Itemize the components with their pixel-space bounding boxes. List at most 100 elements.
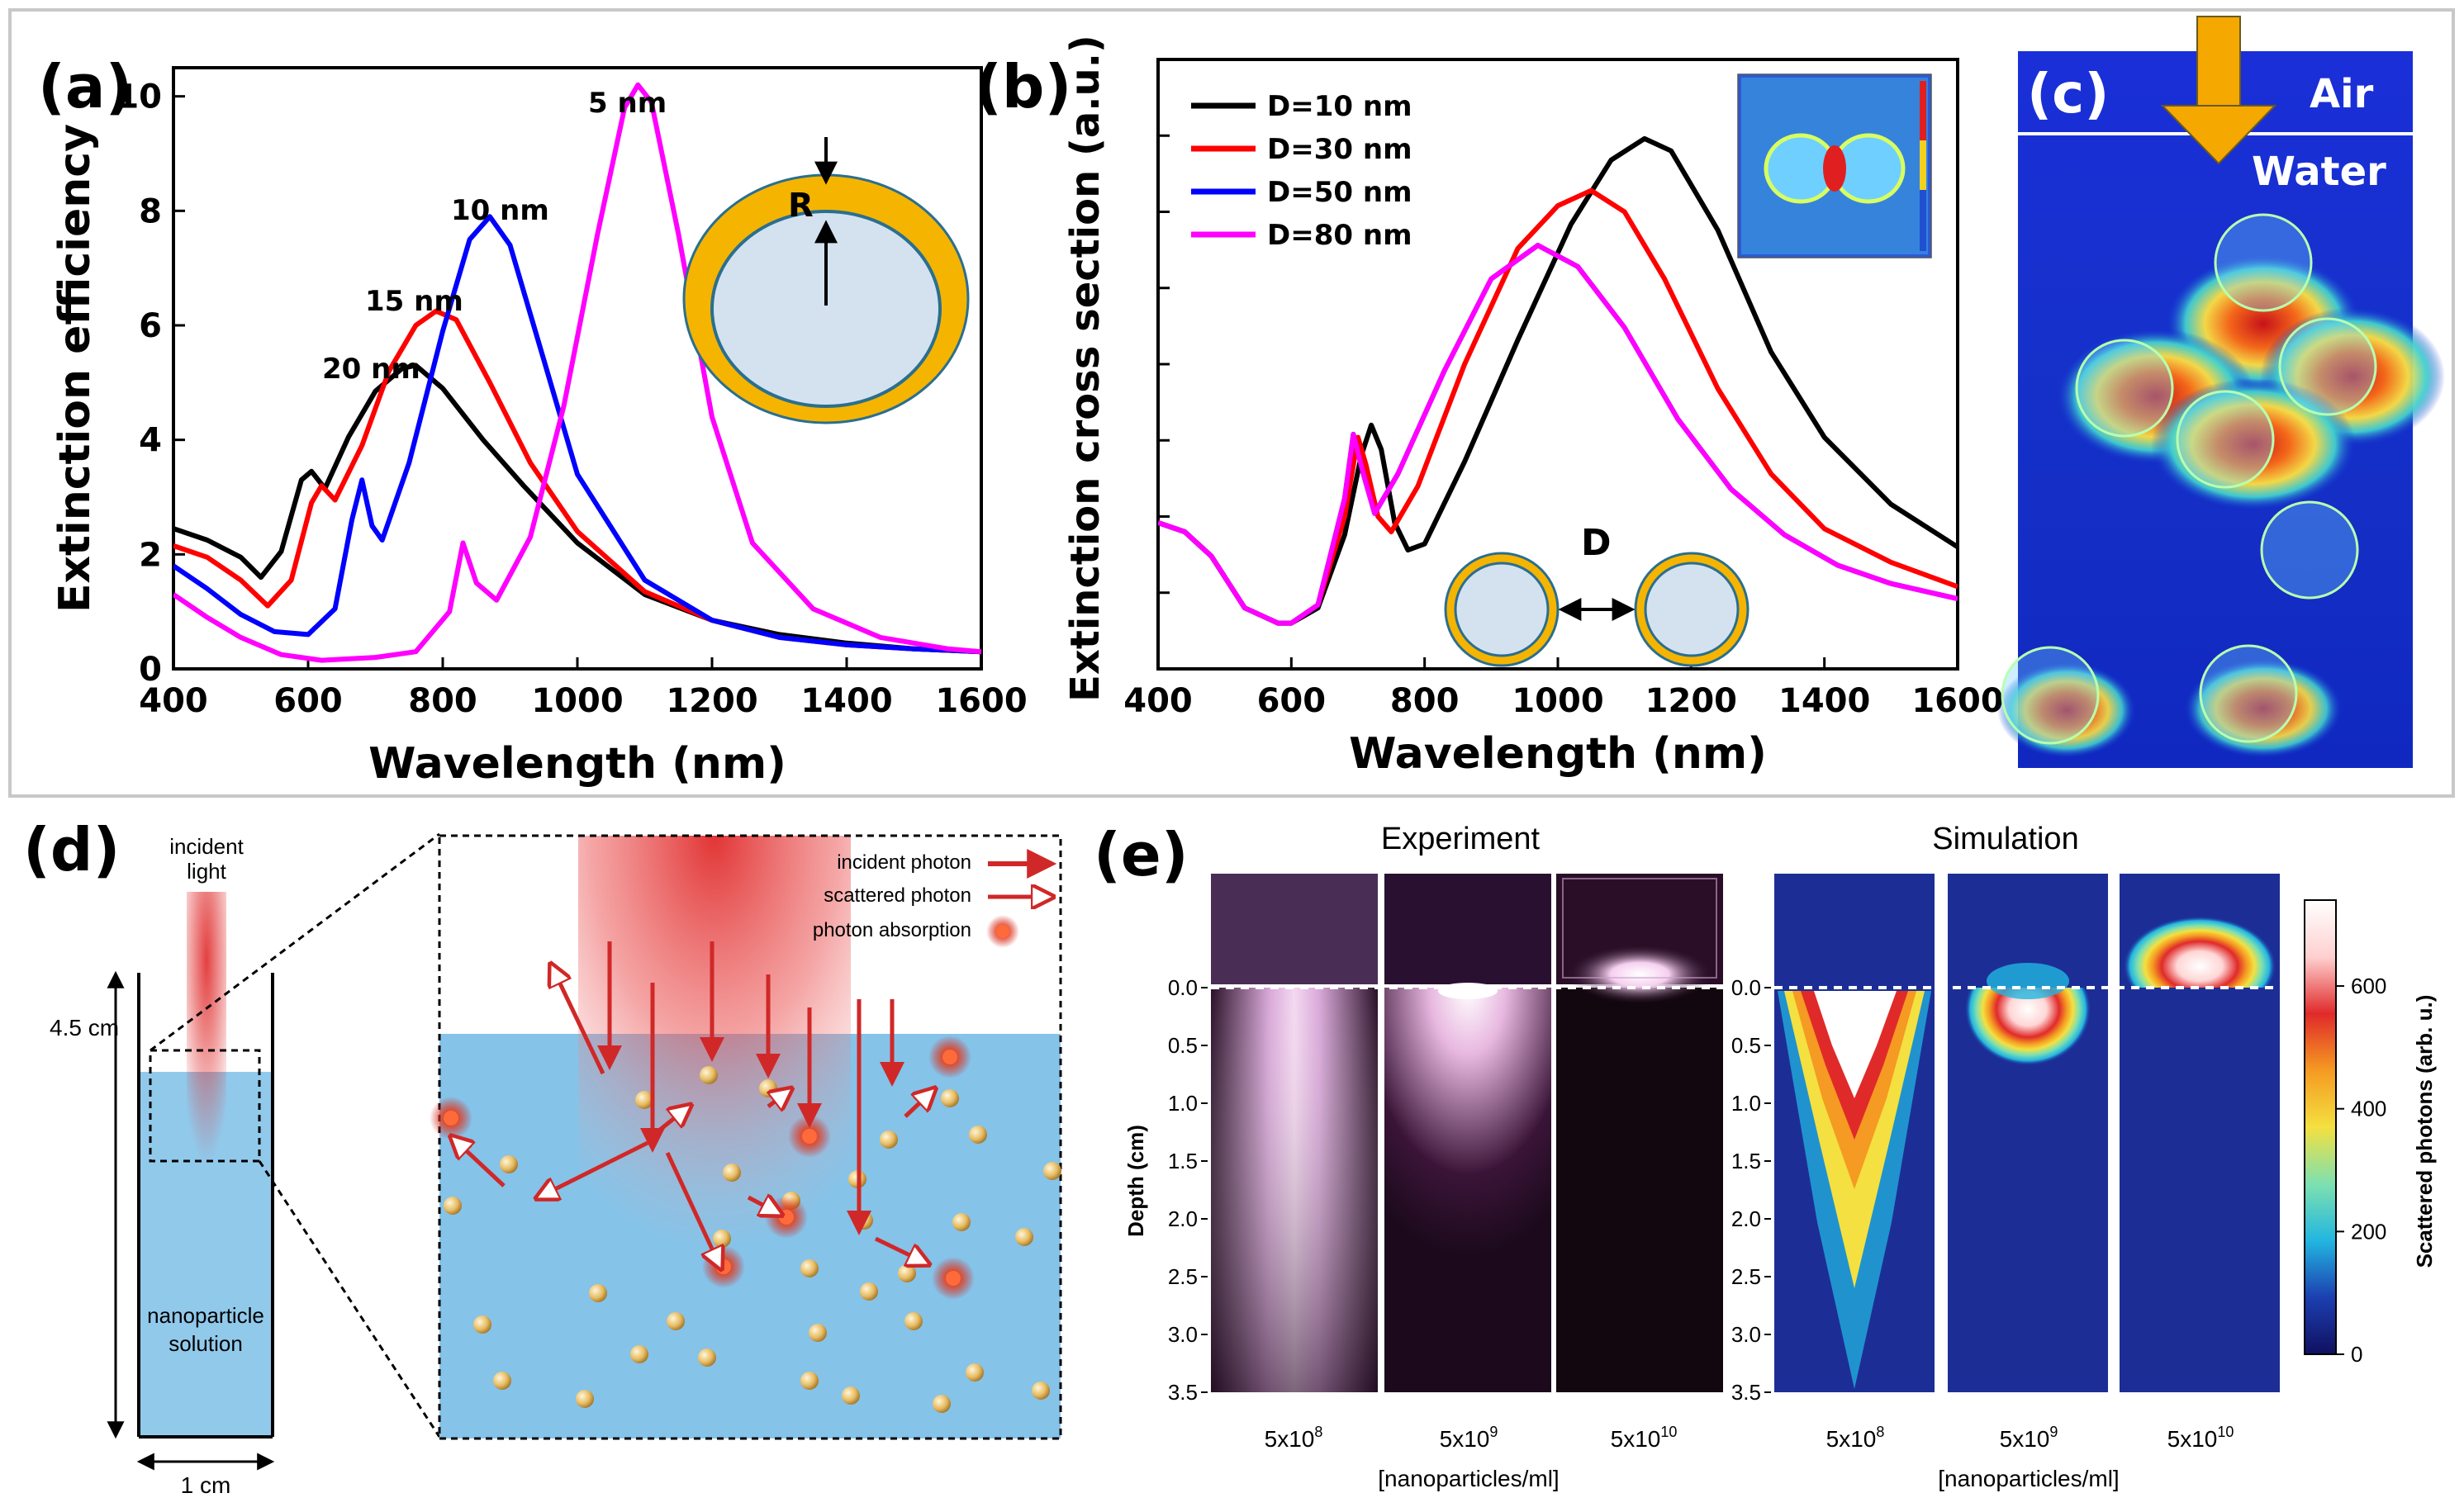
panel-a-y-axis-label: Extinction efficiency bbox=[50, 124, 100, 613]
depth-tick-label-1.0: 1.0 bbox=[1168, 1091, 1198, 1116]
simulation-image-2 bbox=[1948, 874, 2108, 1392]
inset-gap-label: D bbox=[1581, 522, 1612, 564]
legend-scattered-photon: scattered photon bbox=[824, 884, 971, 907]
panel-d: (d) incident light 4.5 cm 1 cm nanoparti… bbox=[23, 815, 1062, 1498]
colorbar-tick-label-200: 200 bbox=[2351, 1219, 2386, 1244]
panel-a-ytick-label-10: 10 bbox=[116, 78, 162, 116]
depth-tick-label-1.0: 1.0 bbox=[1731, 1091, 1761, 1116]
panel-b-xtick-label-1400: 1400 bbox=[1778, 682, 1870, 720]
panel-e-tag: (e) bbox=[1094, 820, 1189, 889]
nanoparticle bbox=[898, 1264, 916, 1282]
panel-a-xtick-label-800: 800 bbox=[408, 682, 477, 720]
panel-a-ticks: 400 600 800 1000 1200 1400 1600 0 2 4 6 8 10 bbox=[116, 78, 1027, 720]
nanoparticle bbox=[1043, 1162, 1061, 1180]
panel-b: 400 600 800 1000 1200 1400 1600 (b) Wavelength… bbox=[975, 35, 2004, 779]
annotation-15nm: 15 nm bbox=[365, 285, 463, 318]
depth-ticks-experiment: 0.0 0.5 1.0 1.5 2.0 2.5 3.0 3.5 bbox=[1168, 975, 1208, 1405]
nanoparticle bbox=[933, 1395, 951, 1413]
nanoparticle bbox=[941, 1089, 959, 1107]
cuvette-height-label: 4.5 cm bbox=[50, 1015, 119, 1040]
panel-a-ytick-label-2: 2 bbox=[139, 536, 162, 574]
exp-conc-2: 5x109 bbox=[1440, 1424, 1498, 1452]
depth-tick-label-1.5: 1.5 bbox=[1168, 1149, 1198, 1173]
field-map-inset bbox=[1737, 73, 1932, 258]
sim-conc-2: 5x109 bbox=[2000, 1424, 2058, 1452]
nanoparticle bbox=[860, 1282, 878, 1301]
depth-tick-label-2.5: 2.5 bbox=[1168, 1264, 1198, 1289]
panel-a-ytick-label-6: 6 bbox=[139, 307, 162, 345]
nanoparticle bbox=[880, 1130, 898, 1149]
cuvette-width-label: 1 cm bbox=[181, 1472, 231, 1498]
nanoparticle bbox=[904, 1312, 923, 1330]
incident-arrow bbox=[2160, 16, 2277, 165]
colorbar-tick-label-0: 0 bbox=[2351, 1342, 2362, 1367]
scattered-photon-arrow bbox=[552, 966, 605, 1075]
nanoparticle bbox=[759, 1079, 777, 1097]
nanoparticle bbox=[635, 1091, 653, 1109]
depth-tick-label-0.5: 0.5 bbox=[1731, 1033, 1761, 1058]
nanoparticle bbox=[969, 1126, 987, 1144]
panel-c: (c) Air Water bbox=[1997, 16, 2445, 768]
concentration-labels-experiment: 5x108 5x109 5x1010 [nanoparticles/ml] bbox=[1265, 1424, 1678, 1491]
simulation-image-1 bbox=[1774, 874, 1935, 1392]
panel-a-ytick-label-8: 8 bbox=[139, 192, 162, 230]
panel-b-tag: (b) bbox=[975, 52, 1071, 121]
simulation-image-3 bbox=[2120, 874, 2280, 1392]
panel-e: (e) Experiment Simulation Depth (cm) 0.0… bbox=[1094, 820, 2437, 1491]
inset-radius-label: R bbox=[788, 187, 814, 225]
nanoparticle bbox=[713, 1230, 731, 1248]
panel-b-xtick-label-600: 600 bbox=[1257, 682, 1327, 720]
top-panel-frame bbox=[8, 8, 2455, 798]
panel-a-xtick-label-1400: 1400 bbox=[800, 682, 892, 720]
incident-beam bbox=[187, 892, 226, 1164]
panel-a-xtick-label-400: 400 bbox=[139, 682, 208, 720]
experiment-image-1 bbox=[1211, 874, 1378, 1392]
nanoparticle bbox=[952, 1213, 971, 1231]
solution-label-line1: nanoparticle bbox=[147, 1303, 264, 1328]
nanoparticle bbox=[1032, 1382, 1050, 1400]
nanoparticle bbox=[444, 1197, 462, 1215]
legend-photon-absorption: photon absorption bbox=[813, 919, 971, 941]
panel-a-x-axis-label: Wavelength (nm) bbox=[368, 739, 786, 789]
experiment-image-3 bbox=[1556, 874, 1723, 1392]
depth-tick-label-0.0: 0.0 bbox=[1168, 975, 1198, 1000]
nanoparticle bbox=[700, 1066, 718, 1084]
nanoparticle bbox=[800, 1259, 819, 1277]
photon-arrows bbox=[453, 941, 933, 1267]
zoom-region bbox=[149, 1049, 261, 1163]
scattered-photon-arrow bbox=[539, 1140, 649, 1197]
scattered-photon-arrow bbox=[453, 1138, 506, 1187]
annotation-20nm: 20 nm bbox=[322, 353, 420, 386]
panel-b-y-axis-label: Extinction cross section (a.u.) bbox=[1062, 35, 1109, 702]
depth-tick-label-2.0: 2.0 bbox=[1168, 1206, 1198, 1231]
nanoparticle-field-map bbox=[1997, 213, 2445, 758]
absorbing-particle bbox=[779, 1210, 794, 1225]
panel-b-legend: D=10 nm D=30 nm D=50 nm D=80 nm bbox=[1191, 90, 1412, 252]
scattered-photon-arrow bbox=[904, 1090, 933, 1118]
depth-axis-label: Depth (cm) bbox=[1123, 1125, 1148, 1237]
incident-light-line2: light bbox=[187, 859, 226, 884]
sim-conc-3: 5x1010 bbox=[2167, 1424, 2234, 1452]
panel-a-xtick-label-1200: 1200 bbox=[666, 682, 757, 720]
legend-entry-d30: D=30 nm bbox=[1267, 133, 1412, 166]
label-water: Water bbox=[2252, 149, 2386, 195]
simulation-title: Simulation bbox=[1932, 822, 2078, 856]
annotation-10nm: 10 nm bbox=[451, 194, 549, 227]
legend-entry-d10: D=10 nm bbox=[1267, 90, 1412, 123]
panel-a: 400 600 800 1000 1200 1400 1600 0 2 4 6 8 10 (a) Wav… bbox=[38, 52, 1028, 789]
depth-ticks-simulation: 0.0 0.5 1.0 1.5 2.0 2.5 3.0 3.5 bbox=[1731, 975, 1771, 1405]
absorbing-particle bbox=[802, 1129, 817, 1144]
colorbar-tick-label-400: 400 bbox=[2351, 1097, 2386, 1121]
panel-b-series bbox=[1158, 135, 1958, 626]
panel-a-series-5-nm bbox=[173, 82, 981, 663]
panel-a-xtick-label-1600: 1600 bbox=[935, 682, 1027, 720]
legend-entry-d50: D=50 nm bbox=[1267, 176, 1412, 209]
nanoparticle bbox=[698, 1348, 716, 1367]
depth-tick-label-2.5: 2.5 bbox=[1731, 1264, 1761, 1289]
solution-label-line2: solution bbox=[169, 1331, 243, 1356]
panel-a-xtick-label-600: 600 bbox=[273, 682, 343, 720]
depth-tick-label-0.5: 0.5 bbox=[1168, 1033, 1198, 1058]
exp-conc-1: 5x108 bbox=[1265, 1424, 1323, 1452]
panel-a-tag: (a) bbox=[38, 52, 132, 121]
scattered-photon-arrow bbox=[747, 1197, 780, 1214]
